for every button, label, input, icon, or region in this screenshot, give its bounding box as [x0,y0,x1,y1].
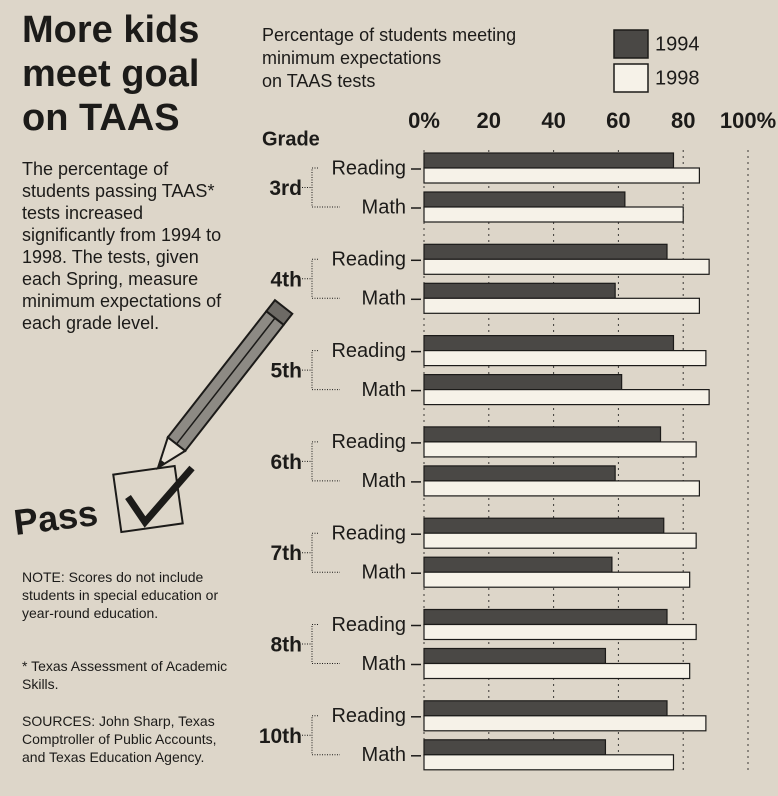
grade-label: 8th [271,634,303,657]
category-label: Math [362,744,406,766]
bar [424,375,622,390]
bar [424,481,699,496]
legend-swatch [614,64,648,92]
chart: Pass 0% 20 40 60 80 100% Grade 1994 1998 3rd 4th 5t… [0,0,778,796]
bar [424,466,615,481]
x-tick-label: 100% [720,108,776,133]
x-tick-label: 80 [671,108,695,133]
category-label: Math [362,561,406,583]
bar [424,740,605,755]
bar [424,298,699,313]
bar [424,518,664,533]
category-label: Reading [331,157,406,179]
bar [424,192,625,207]
x-tick-label: 60 [606,108,630,133]
x-tick-label: 20 [477,108,501,133]
grade-label: 3rd [269,177,302,200]
bar [424,244,667,259]
category-label: Math [362,379,406,401]
bar [424,283,615,298]
bar [424,336,673,351]
category-label: Math [362,288,406,310]
category-label: Reading [331,249,406,271]
category-label: Math [362,196,406,218]
bar [424,351,706,366]
category-label: Reading [331,431,406,453]
grade-label: 7th [271,542,303,565]
legend-swatch [614,30,648,58]
category-label: Math [362,470,406,492]
bar [424,664,690,679]
x-tick-label: 40 [541,108,565,133]
legend-label: 1994 [655,33,700,55]
category-label: Reading [331,705,406,727]
bar [424,557,612,572]
bar [424,168,699,183]
legend-label: 1998 [655,67,700,89]
bar [424,610,667,625]
grade-label: 6th [271,451,303,474]
bar [424,427,661,442]
pass-graphic: Pass [11,300,292,543]
grade-label: 5th [271,360,303,383]
bar [424,207,683,222]
bar [424,533,696,548]
graphic-label: Pass [11,492,99,543]
x-tick-label: 0% [408,108,440,133]
bar [424,649,605,664]
y-axis-label: Grade [262,128,320,150]
bar [424,716,706,731]
bar [424,390,709,405]
bar [424,572,690,587]
bar [424,701,667,716]
category-label: Reading [331,522,406,544]
category-label: Reading [331,614,406,636]
bar [424,625,696,640]
page: More kids meet goal on TAAS The percenta… [0,0,778,796]
bar [424,442,696,457]
bar [424,259,709,274]
grade-label: 10th [259,725,302,748]
pencil [149,300,292,474]
grade-label: 4th [271,268,303,291]
category-label: Math [362,653,406,675]
bar [424,755,673,770]
category-label: Reading [331,340,406,362]
bar [424,153,673,168]
